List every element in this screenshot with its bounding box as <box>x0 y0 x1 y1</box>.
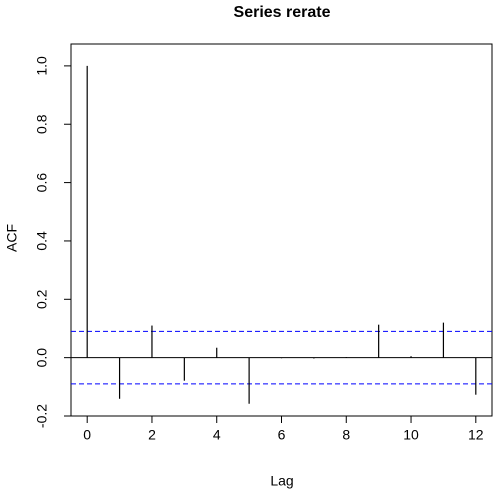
y-tick-label: -0.2 <box>34 404 50 428</box>
plot-frame <box>70 43 493 417</box>
x-tick-label: 4 <box>213 427 221 443</box>
y-tick-label: 0.0 <box>34 348 50 368</box>
x-tick-label: 12 <box>468 427 484 443</box>
x-tick-label: 2 <box>148 427 156 443</box>
y-tick-label: 0.4 <box>34 231 50 251</box>
x-axis-label: Lag <box>270 473 293 489</box>
y-axis-label: ACF <box>4 224 20 252</box>
x-tick-label: 8 <box>342 427 350 443</box>
y-tick-label: 1.0 <box>34 56 50 76</box>
y-tick-label: 0.8 <box>34 114 50 134</box>
x-tick-label: 10 <box>403 427 419 443</box>
chart-title: Series rerate <box>234 4 331 21</box>
y-tick-label: 0.2 <box>34 289 50 309</box>
x-tick-label: 6 <box>278 427 286 443</box>
y-tick-label: 0.6 <box>34 173 50 193</box>
x-tick-label: 0 <box>83 427 91 443</box>
